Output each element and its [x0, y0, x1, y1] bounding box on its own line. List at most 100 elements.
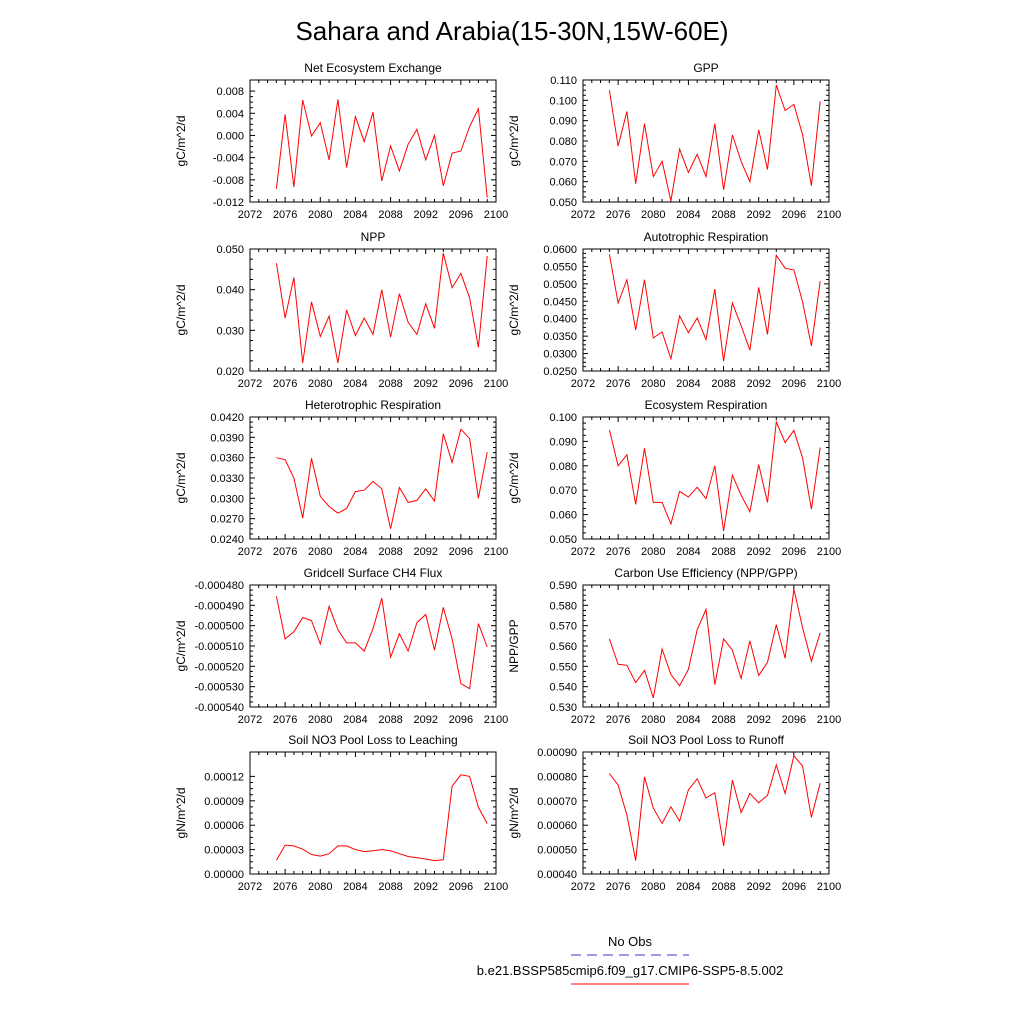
panel-heterotrophic-respiration: Heterotrophic Respiration gC/m^2/d 2072 207…	[174, 398, 508, 558]
y-tick-label: 0.050	[549, 534, 577, 546]
y-axis-label: gC/m^2/d	[174, 285, 188, 336]
x-tick-label: 2076	[606, 546, 630, 558]
x-tick-label: 2072	[238, 378, 262, 390]
panel-gridcell-surface-ch4-flux: Gridcell Surface CH4 Flux gC/m^2/d 2072 207…	[174, 566, 508, 726]
x-tick-label: 2084	[343, 378, 367, 390]
panel-title: Heterotrophic Respiration	[305, 398, 441, 412]
y-tick-label: -0.000480	[194, 580, 244, 592]
panel-soil-no3-pool-loss-to-leaching: Soil NO3 Pool Loss to Leaching gN/m^2/d 20…	[174, 733, 508, 893]
panel-title: Gridcell Surface CH4 Flux	[304, 566, 443, 580]
plot-frame	[249, 584, 497, 708]
y-tick-label: 0.040	[216, 285, 244, 297]
plot-frame	[249, 79, 497, 203]
y-tick-label: 0.0600	[543, 244, 577, 256]
x-tick-label: 2084	[343, 546, 367, 558]
y-tick-label: 0.570	[549, 621, 577, 633]
y-tick-label: -0.000520	[194, 661, 244, 673]
x-tick-label: 2080	[308, 378, 332, 390]
x-tick-label: 2076	[606, 209, 630, 221]
series-line	[275, 774, 488, 862]
x-tick-label: 2092	[413, 546, 437, 558]
y-tick-label: -0.000510	[194, 641, 244, 653]
x-tick-label: 2092	[746, 714, 770, 726]
panel-npp: NPP gC/m^2/d 2072 2076 2080 2084 2088 2092 2096 2…	[174, 230, 508, 390]
x-tick-label: 2096	[449, 209, 473, 221]
y-axis-label: gN/m^2/d	[507, 788, 521, 839]
y-tick-label: 0.060	[549, 177, 577, 189]
y-tick-label: 0.00060	[537, 820, 577, 832]
y-tick-label: 0.020	[216, 366, 244, 378]
x-tick-label: 2096	[782, 546, 806, 558]
y-tick-label: 0.008	[216, 86, 244, 98]
y-tick-label: -0.000530	[194, 682, 244, 694]
x-tick-label: 2088	[711, 714, 735, 726]
y-tick-label: 0.100	[549, 95, 577, 107]
y-tick-label: 0.00000	[204, 869, 244, 881]
x-tick-label: 2080	[308, 546, 332, 558]
x-tick-label: 2084	[676, 881, 700, 893]
y-tick-label: 0.0420	[210, 412, 244, 424]
y-tick-label: 0.000	[216, 130, 244, 142]
x-tick-label: 2096	[782, 378, 806, 390]
x-tick-label: 2080	[308, 881, 332, 893]
y-tick-label: 0.0350	[543, 331, 577, 343]
y-tick-label: 0.070	[549, 156, 577, 168]
x-tick-label: 2080	[308, 209, 332, 221]
panel-net-ecosystem-exchange: Net Ecosystem Exchange gC/m^2/d 2072 2076 20…	[174, 61, 508, 221]
y-axis-label: gC/m^2/d	[174, 116, 188, 167]
x-tick-label: 2100	[817, 209, 841, 221]
y-tick-label: 0.050	[216, 244, 244, 256]
x-tick-label: 2088	[711, 378, 735, 390]
x-tick-label: 2092	[413, 714, 437, 726]
x-tick-label: 2072	[571, 546, 595, 558]
x-tick-label: 2100	[484, 714, 508, 726]
x-tick-label: 2072	[238, 209, 262, 221]
x-tick-label: 2080	[641, 209, 665, 221]
x-tick-label: 2100	[817, 881, 841, 893]
y-tick-label: 0.080	[549, 461, 577, 473]
plot-frame	[582, 751, 830, 875]
panel-title: GPP	[693, 61, 718, 75]
x-tick-label: 2084	[676, 378, 700, 390]
x-tick-label: 2088	[711, 881, 735, 893]
x-tick-label: 2072	[571, 881, 595, 893]
x-tick-label: 2084	[676, 209, 700, 221]
series-line	[608, 84, 821, 202]
y-tick-label: 0.0390	[210, 432, 244, 444]
figure-title: Sahara and Arabia(15-30N,15W-60E)	[295, 16, 728, 46]
x-tick-label: 2092	[746, 209, 770, 221]
y-tick-label: -0.000490	[194, 600, 244, 612]
x-tick-label: 2092	[413, 209, 437, 221]
panel-autotrophic-respiration: Autotrophic Respiration gC/m^2/d 2072 2076 2…	[507, 230, 841, 390]
y-tick-label: 0.550	[549, 661, 577, 673]
y-tick-label: 0.0240	[210, 534, 244, 546]
y-tick-label: 0.050	[549, 197, 577, 209]
panel-title: NPP	[361, 230, 386, 244]
x-tick-label: 2096	[449, 714, 473, 726]
x-tick-label: 2100	[817, 546, 841, 558]
x-tick-label: 2072	[571, 378, 595, 390]
y-tick-label: -0.000540	[194, 702, 244, 714]
x-tick-label: 2096	[449, 546, 473, 558]
x-tick-label: 2080	[641, 546, 665, 558]
x-tick-label: 2088	[378, 881, 402, 893]
legend-obs-label: No Obs	[608, 934, 653, 949]
x-tick-label: 2076	[273, 714, 297, 726]
y-axis-label: gC/m^2/d	[507, 116, 521, 167]
y-tick-label: -0.012	[213, 197, 244, 209]
series-line	[275, 99, 488, 198]
x-tick-label: 2096	[449, 378, 473, 390]
y-tick-label: 0.0360	[210, 453, 244, 465]
x-tick-label: 2088	[378, 546, 402, 558]
y-tick-label: 0.080	[549, 136, 577, 148]
x-tick-label: 2096	[782, 714, 806, 726]
y-tick-label: 0.0450	[543, 296, 577, 308]
plot-frame	[582, 248, 830, 372]
x-tick-label: 2092	[746, 881, 770, 893]
x-tick-label: 2100	[817, 714, 841, 726]
y-tick-label: 0.00050	[537, 845, 577, 857]
x-tick-label: 2080	[641, 378, 665, 390]
x-tick-label: 2092	[413, 378, 437, 390]
y-tick-label: 0.0500	[543, 279, 577, 291]
